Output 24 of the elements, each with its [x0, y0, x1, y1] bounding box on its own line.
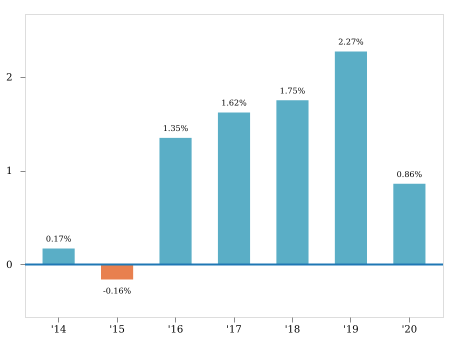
bar	[334, 52, 367, 264]
data-label: 1.35%	[162, 124, 189, 133]
data-label: 0.86%	[396, 170, 422, 179]
x-tick-label: '19	[343, 324, 359, 336]
data-label: 2.27%	[338, 38, 364, 47]
y-tick-label: 2	[6, 72, 12, 84]
x-tick-label: '20	[402, 324, 418, 336]
y-tick-label: 1	[6, 166, 12, 178]
bar	[276, 100, 309, 264]
data-label: 1.75%	[280, 86, 306, 96]
x-tick-label: '17	[226, 324, 242, 336]
bar	[101, 264, 134, 280]
y-tick-label: 0	[6, 260, 12, 271]
x-tick-label: '16	[168, 324, 184, 336]
bar	[42, 248, 75, 264]
bar	[218, 112, 250, 264]
data-label: 0.17%	[46, 234, 72, 244]
data-label: -0.16%	[103, 286, 132, 296]
bar	[159, 138, 192, 264]
bar	[393, 184, 426, 264]
x-tick-label: '14	[50, 324, 66, 336]
x-tick-label: '18	[284, 324, 300, 336]
data-label: 1.62%	[221, 98, 248, 108]
x-tick-label: '15	[109, 324, 125, 336]
